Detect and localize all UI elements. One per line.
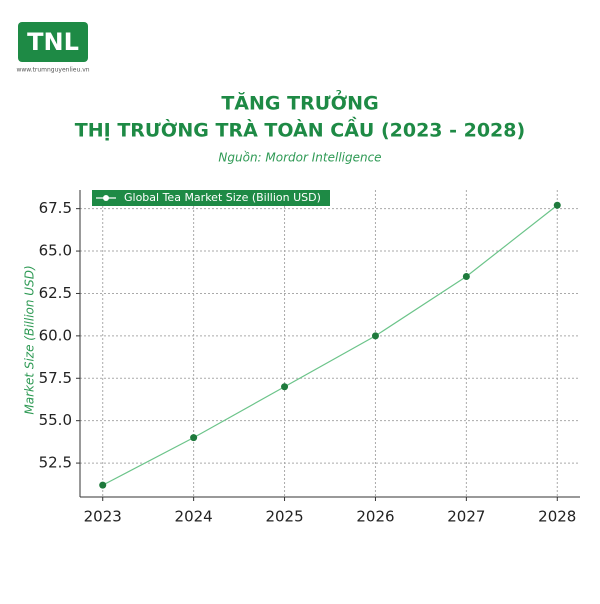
legend-box [92, 190, 330, 206]
logo-box [18, 22, 88, 62]
y-tick-label: 52.5 [39, 454, 72, 472]
x-tick-label: 2025 [265, 508, 303, 526]
logo-url: www.trumnguyenlieu.vn [16, 67, 89, 74]
chart-subtitle: THỊ TRƯỜNG TRÀ TOÀN CẦU (2023 - 2028) [75, 116, 525, 142]
x-tick-label: 2023 [84, 508, 122, 526]
source: Nguồn: Mordor Intelligence [218, 151, 381, 165]
x-tick-label: 2028 [538, 508, 576, 526]
data-point [281, 383, 289, 391]
x-tick-label: 2026 [356, 508, 394, 526]
data-point [371, 332, 379, 340]
legend-label: Global Tea Market Size (Billion USD) [124, 191, 321, 204]
y-tick-label: 65.0 [39, 242, 72, 260]
y-tick-label: 57.5 [39, 369, 72, 387]
x-tick-label: 2024 [175, 508, 213, 526]
legend-marker [103, 195, 109, 201]
data-point [190, 434, 198, 442]
data-line [102, 204, 558, 486]
chart-title: TĂNG TRƯỞNG [221, 90, 378, 115]
y-tick-label: 62.5 [39, 284, 72, 302]
data-point [462, 273, 470, 281]
data-point [99, 481, 107, 489]
y-axis-label: Market Size (Billion USD) [23, 265, 37, 414]
x-tick-label: 2027 [447, 508, 485, 526]
data-point [553, 201, 561, 209]
y-tick-label: 55.0 [39, 411, 72, 429]
logo-text: TNL [27, 28, 79, 56]
y-tick-label: 67.5 [39, 199, 72, 217]
y-tick-label: 60.0 [39, 326, 72, 344]
